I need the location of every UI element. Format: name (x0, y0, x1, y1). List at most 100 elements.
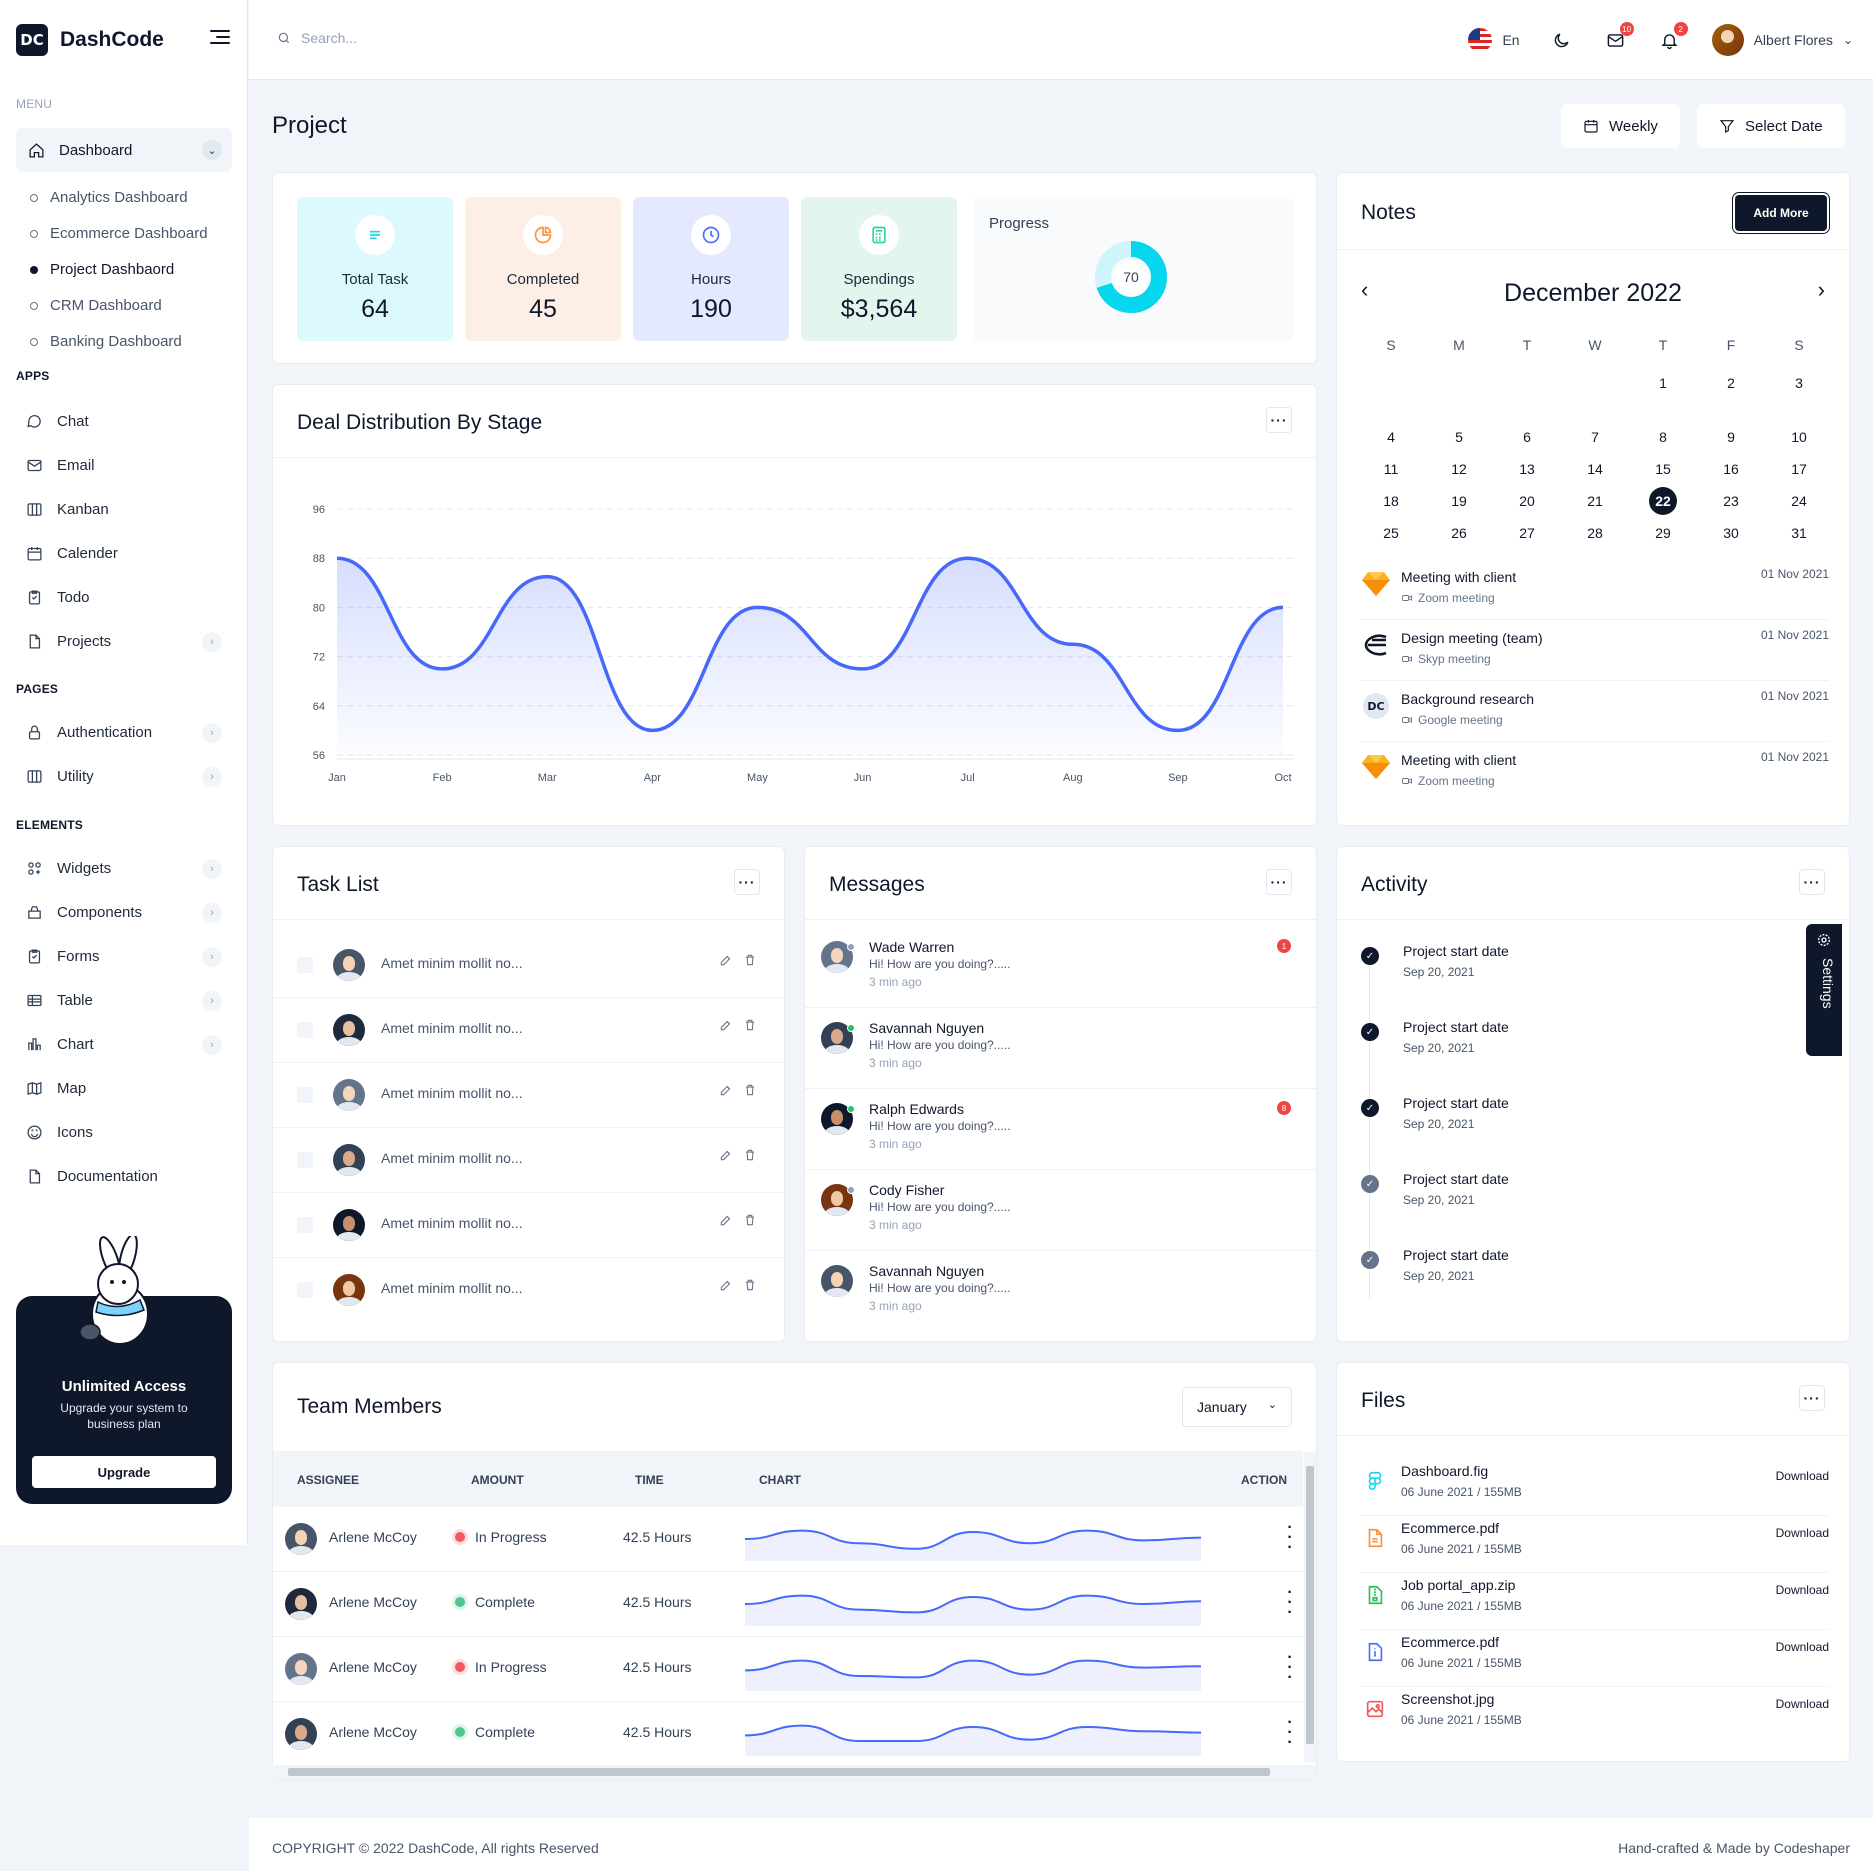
delete-button[interactable] (743, 1018, 757, 1037)
sidebar-item-widgets[interactable]: Widgets › (26, 858, 226, 879)
calendar-day[interactable]: 30 (1723, 525, 1739, 541)
sidebar-item-table[interactable]: Table › (26, 990, 226, 1011)
sidebar-item-dashboard[interactable]: Dashboard ⌄ (16, 128, 232, 172)
note-item[interactable]: DC Background research Google meeting 01 No… (1361, 687, 1829, 747)
sidebar-subitem[interactable]: Project Dashbaord (30, 261, 174, 278)
chevron-right-icon[interactable]: › (202, 631, 222, 652)
more-options-icon[interactable]: ··· (734, 869, 760, 895)
calendar-day[interactable]: 1 (1659, 375, 1667, 391)
message-item[interactable]: Ralph Edwards Hi! How are you doing?.....… (821, 1089, 1295, 1169)
add-more-button[interactable]: Add More (1735, 195, 1827, 231)
delete-button[interactable] (743, 1278, 757, 1297)
calendar-day[interactable]: 24 (1791, 493, 1807, 509)
chevron-down-icon[interactable]: ⌄ (202, 140, 222, 160)
message-item[interactable]: Wade Warren Hi! How are you doing?..... 3 … (821, 927, 1295, 1007)
sidebar-item-email[interactable]: Email (26, 457, 226, 474)
user-menu[interactable]: Albert Flores ⌄ (1711, 24, 1853, 56)
calendar-day[interactable]: 4 (1387, 429, 1395, 445)
calendar-day[interactable]: 14 (1587, 461, 1603, 477)
message-item[interactable]: Savannah Nguyen Hi! How are you doing?...… (821, 1008, 1295, 1088)
search-box[interactable]: Search... (277, 30, 357, 46)
sidebar-subitem[interactable]: Ecommerce Dashboard (30, 225, 208, 242)
row-actions-icon[interactable]: · · · (1287, 1649, 1293, 1686)
calendar-day-today[interactable]: 22 (1629, 487, 1697, 515)
edit-button[interactable] (719, 1018, 733, 1037)
note-item[interactable]: Meeting with client Zoom meeting 01 Nov 20… (1361, 748, 1829, 808)
task-checkbox[interactable] (297, 957, 313, 973)
download-link[interactable]: Download (1775, 1697, 1829, 1711)
calendar-day[interactable]: 5 (1455, 429, 1463, 445)
sidebar-item-chat[interactable]: Chat (26, 413, 226, 430)
delete-button[interactable] (743, 1213, 757, 1232)
calendar-day[interactable]: 25 (1383, 525, 1399, 541)
chevron-right-icon[interactable]: › (202, 766, 222, 787)
calendar-day[interactable]: 11 (1383, 461, 1399, 477)
note-item[interactable]: Meeting with client Zoom meeting 01 Nov 20… (1361, 565, 1829, 625)
row-actions-icon[interactable]: · · · (1287, 1519, 1293, 1556)
calendar-prev-icon[interactable]: ‹ (1361, 277, 1369, 302)
upgrade-button[interactable]: Upgrade (32, 1456, 216, 1488)
sidebar-item-forms[interactable]: Forms › (26, 946, 226, 967)
sidebar-subitem[interactable]: Banking Dashboard (30, 333, 182, 350)
language-selector[interactable]: En (1468, 28, 1520, 52)
more-options-icon[interactable]: ··· (1799, 869, 1825, 895)
sidebar-item-chart[interactable]: Chart › (26, 1034, 226, 1055)
month-select[interactable]: January ⌄ (1182, 1387, 1292, 1427)
calendar-day[interactable]: 17 (1791, 461, 1807, 477)
chevron-right-icon[interactable]: › (202, 722, 222, 743)
download-link[interactable]: Download (1775, 1469, 1829, 1483)
delete-button[interactable] (743, 953, 757, 972)
task-checkbox[interactable] (297, 1217, 313, 1233)
notification-button[interactable]: 2 (1658, 22, 1688, 52)
chevron-right-icon[interactable]: › (202, 1034, 222, 1055)
menu-toggle-icon[interactable] (210, 30, 230, 46)
table-horizontal-scrollbar[interactable] (272, 1765, 1316, 1779)
edit-button[interactable] (719, 1148, 733, 1167)
delete-button[interactable] (743, 1083, 757, 1102)
chevron-right-icon[interactable]: › (202, 946, 222, 967)
sidebar-subitem[interactable]: CRM Dashboard (30, 297, 162, 314)
edit-button[interactable] (719, 1213, 733, 1232)
calendar-day[interactable]: 20 (1519, 493, 1535, 509)
calendar-day[interactable]: 15 (1655, 461, 1671, 477)
note-item[interactable]: Design meeting (team) Skyp meeting 01 Nov … (1361, 626, 1829, 686)
calendar-day[interactable]: 21 (1587, 493, 1603, 509)
task-checkbox[interactable] (297, 1087, 313, 1103)
calendar-day[interactable]: 9 (1727, 429, 1735, 445)
edit-button[interactable] (719, 953, 733, 972)
sidebar-subitem[interactable]: Analytics Dashboard (30, 189, 188, 206)
task-checkbox[interactable] (297, 1282, 313, 1298)
sidebar-item-todo[interactable]: Todo (26, 589, 226, 606)
calendar-day[interactable]: 13 (1519, 461, 1535, 477)
sidebar-item-calender[interactable]: Calender (26, 545, 226, 562)
download-link[interactable]: Download (1775, 1583, 1829, 1597)
calendar-day[interactable]: 26 (1451, 525, 1467, 541)
calendar-day[interactable]: 8 (1659, 429, 1667, 445)
settings-tab[interactable]: Settings (1806, 924, 1842, 1056)
brand[interactable]: DC DashCode (16, 24, 164, 56)
sidebar-item-authentication[interactable]: Authentication › (26, 722, 226, 743)
calendar-day[interactable]: 12 (1451, 461, 1467, 477)
sidebar-item-utility[interactable]: Utility › (26, 766, 226, 787)
calendar-day[interactable]: 18 (1383, 493, 1399, 509)
chevron-right-icon[interactable]: › (202, 990, 222, 1011)
select-date-button[interactable]: Select Date (1697, 104, 1845, 148)
download-link[interactable]: Download (1775, 1526, 1829, 1540)
sidebar-item-projects[interactable]: Projects › (26, 631, 226, 652)
calendar-day[interactable]: 28 (1587, 525, 1603, 541)
calendar-day[interactable]: 6 (1523, 429, 1531, 445)
sidebar-item-map[interactable]: Map (26, 1080, 226, 1097)
row-actions-icon[interactable]: · · · (1287, 1584, 1293, 1621)
calendar-day[interactable]: 2 (1727, 375, 1735, 391)
sidebar-item-components[interactable]: Components › (26, 902, 226, 923)
sidebar-item-documentation[interactable]: Documentation (26, 1168, 226, 1185)
chevron-right-icon[interactable]: › (202, 902, 222, 923)
calendar-day[interactable]: 27 (1519, 525, 1535, 541)
task-checkbox[interactable] (297, 1152, 313, 1168)
task-checkbox[interactable] (297, 1022, 313, 1038)
delete-button[interactable] (743, 1148, 757, 1167)
edit-button[interactable] (719, 1083, 733, 1102)
calendar-next-icon[interactable]: › (1817, 277, 1825, 302)
message-item[interactable]: Cody Fisher Hi! How are you doing?..... 3 … (821, 1170, 1295, 1250)
weekly-button[interactable]: Weekly (1561, 104, 1680, 148)
